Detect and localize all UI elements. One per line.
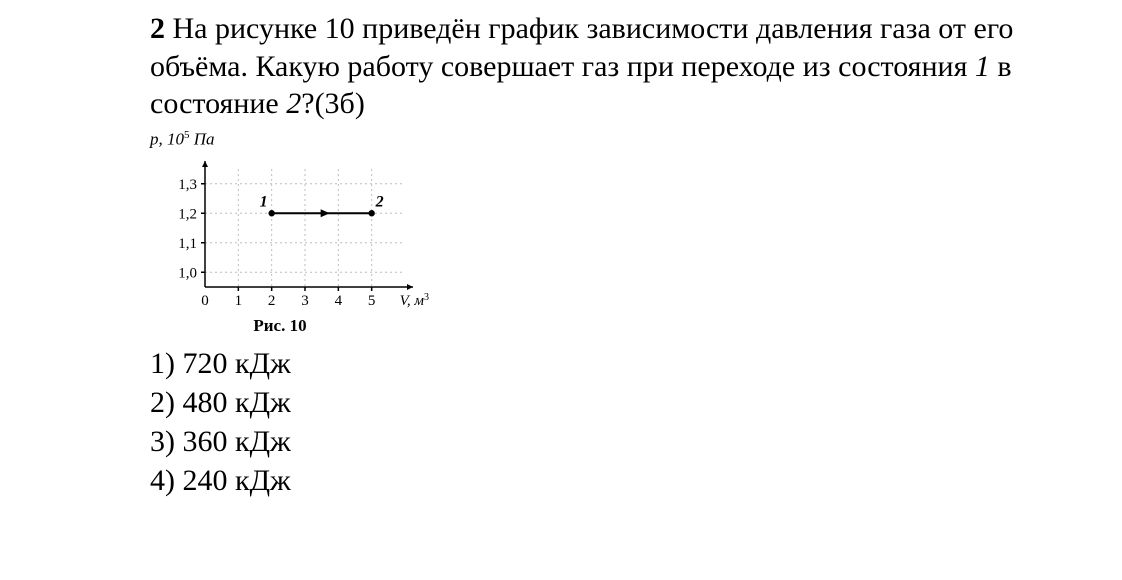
answer-options: 1) 720 кДж 2) 480 кДж 3) 360 кДж 4) 240 … <box>150 344 1062 500</box>
svg-text:3: 3 <box>301 293 309 309</box>
answer-option-2: 2) 480 кДж <box>150 383 1062 422</box>
answer-option-4: 4) 240 кДж <box>150 461 1062 500</box>
answer-value: 720 кДж <box>183 347 291 380</box>
svg-text:V, м3: V, м3 <box>400 292 429 310</box>
problem-statement: 2 На рисунке 10 приведён график зависимо… <box>150 10 1062 123</box>
svg-text:5: 5 <box>368 293 376 309</box>
pv-chart: 1,0 1,1 1,2 1,3 0 1 2 3 4 5 V, м3 1 2 <box>150 149 440 309</box>
answer-number: 3) <box>150 425 175 458</box>
answer-option-3: 3) 360 кДж <box>150 422 1062 461</box>
figure-caption: Рис. 10 <box>150 316 410 336</box>
answer-value: 240 кДж <box>183 464 291 497</box>
svg-text:1: 1 <box>260 193 268 210</box>
chart-container: p, 105 Па 1,0 1,1 1,2 1,3 0 1 2 3 4 5 V, м3 1 2 Рис.… <box>150 129 1062 337</box>
y-axis-label: p, 105 Па <box>150 129 1062 150</box>
answer-value: 360 кДж <box>183 425 291 458</box>
page: 2 На рисунке 10 приведён график зависимо… <box>0 0 1122 510</box>
answer-number: 4) <box>150 464 175 497</box>
svg-text:1,1: 1,1 <box>178 236 197 252</box>
svg-text:1,2: 1,2 <box>178 206 197 222</box>
problem-text-1: На рисунке 10 приведён график зависимост… <box>150 12 1013 83</box>
svg-text:2: 2 <box>375 193 384 210</box>
state-1: 1 <box>975 50 990 83</box>
svg-text:1: 1 <box>235 293 243 309</box>
svg-text:1,3: 1,3 <box>178 177 197 193</box>
answer-number: 1) <box>150 347 175 380</box>
svg-text:1,0: 1,0 <box>178 265 197 281</box>
answer-option-1: 1) 720 кДж <box>150 344 1062 383</box>
state-2: 2 <box>286 87 301 120</box>
svg-text:2: 2 <box>268 293 276 309</box>
answer-value: 480 кДж <box>183 386 291 419</box>
svg-text:0: 0 <box>201 293 209 309</box>
answer-number: 2) <box>150 386 175 419</box>
problem-text-end: ?(3б) <box>301 87 365 120</box>
svg-text:4: 4 <box>335 293 343 309</box>
problem-number: 2 <box>150 12 165 45</box>
